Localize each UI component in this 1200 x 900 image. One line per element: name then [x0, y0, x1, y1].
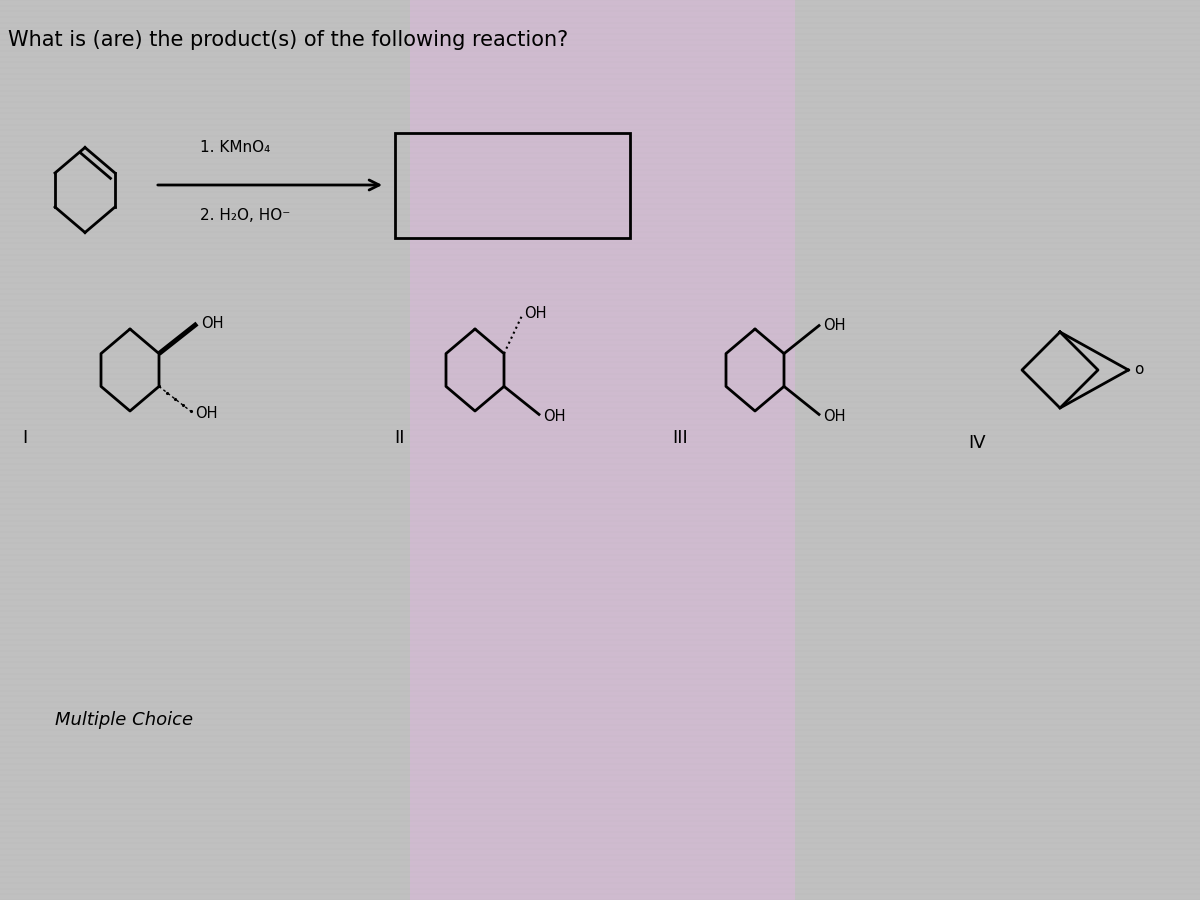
Text: OH: OH [823, 409, 846, 424]
Text: IV: IV [968, 434, 986, 452]
Text: OH: OH [542, 409, 565, 424]
Text: I: I [23, 429, 28, 447]
Text: Multiple Choice: Multiple Choice [55, 711, 193, 729]
Text: What is (are) the product(s) of the following reaction?: What is (are) the product(s) of the foll… [8, 30, 569, 50]
Bar [395, 133, 630, 238]
Text: OH: OH [524, 306, 546, 321]
Bar [410, 0, 794, 900]
Text: 1. KMnO₄: 1. KMnO₄ [200, 140, 270, 156]
Text: III: III [672, 429, 688, 447]
Text: OH: OH [202, 316, 223, 331]
Text: 2. H₂O, HO⁻: 2. H₂O, HO⁻ [200, 208, 290, 222]
Text: OH: OH [196, 406, 217, 421]
Text: o: o [1134, 363, 1144, 377]
Text: II: II [395, 429, 406, 447]
Text: OH: OH [823, 318, 846, 333]
